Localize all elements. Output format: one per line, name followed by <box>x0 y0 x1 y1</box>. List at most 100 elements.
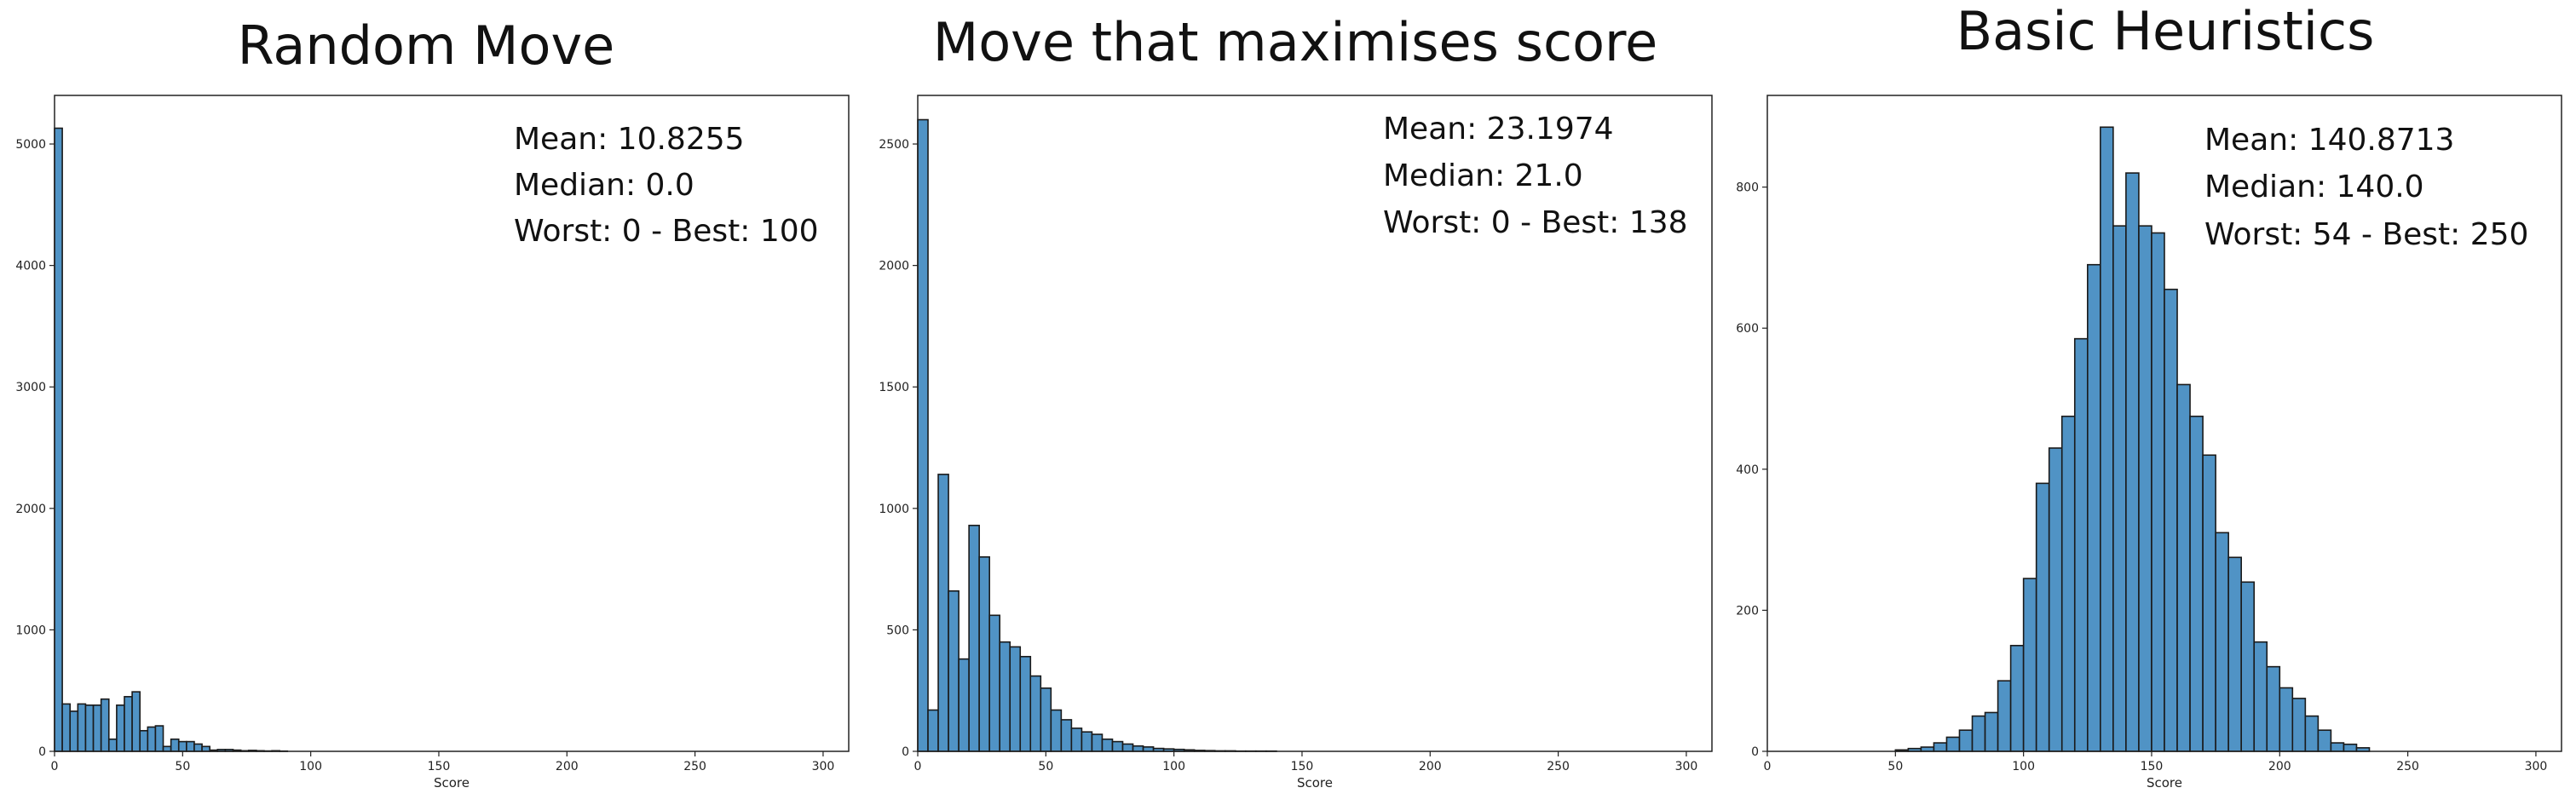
stats-annotation: Worst: 0 - Best: 100 <box>514 214 819 249</box>
histogram-bar <box>2035 482 2050 752</box>
histogram-bar <box>2330 742 2345 752</box>
histogram-bar <box>2343 743 2358 752</box>
histogram-bar <box>1009 646 1022 752</box>
x-tick-label: 150 <box>2141 760 2164 773</box>
histogram-bar <box>61 703 72 752</box>
y-tick-label: 0 <box>38 745 46 759</box>
x-axis-label: Score <box>2147 775 2182 791</box>
histogram-bar <box>2100 126 2114 752</box>
histogram-bar <box>2073 337 2089 752</box>
histogram-bar <box>2164 288 2178 752</box>
x-tick-label: 250 <box>1547 760 1570 773</box>
y-tick-label: 1000 <box>15 624 46 637</box>
histogram-bar <box>958 658 970 752</box>
histogram-bar <box>1070 727 1083 752</box>
histogram-bar <box>1050 709 1063 752</box>
x-tick-label: 250 <box>683 760 706 773</box>
y-tick-label: 0 <box>902 745 909 759</box>
histogram-bar <box>2048 447 2063 752</box>
histogram-bar <box>1945 736 1961 752</box>
histogram-bar <box>2087 263 2101 752</box>
histogram-bar <box>1029 675 1042 752</box>
histogram-bar <box>1121 743 1134 752</box>
x-tick-label: 250 <box>2396 760 2419 773</box>
histogram-bar <box>2317 729 2332 752</box>
histogram-bar <box>937 474 949 752</box>
histogram-bar <box>2215 532 2229 752</box>
histogram-bar <box>1997 680 2012 752</box>
y-tick-label: 2000 <box>15 503 46 516</box>
x-tick-label: 200 <box>556 760 579 773</box>
x-tick-label: 300 <box>1675 760 1698 773</box>
y-tick-label: 3000 <box>15 381 46 394</box>
x-axis-label: Score <box>1297 775 1333 791</box>
stats-annotation: Worst: 54 - Best: 250 <box>2204 217 2528 252</box>
histogram-bar <box>54 127 63 752</box>
histogram-bar <box>2240 581 2256 752</box>
x-tick-label: 50 <box>175 760 190 773</box>
y-tick-label: 1000 <box>879 503 909 516</box>
stats-annotation: Worst: 0 - Best: 138 <box>1383 205 1688 240</box>
histogram-bar <box>2279 687 2294 752</box>
histogram-bar <box>2022 578 2037 752</box>
y-tick-label: 400 <box>1736 463 1759 477</box>
chart-title: Move that maximises score <box>933 11 1658 73</box>
x-axis-label: Score <box>434 775 470 791</box>
histogram-bar <box>1958 729 1974 752</box>
histogram-bar <box>107 738 118 752</box>
histogram-bar <box>1132 745 1144 752</box>
y-tick-label: 200 <box>1736 604 1759 618</box>
stats-annotation: Mean: 23.1974 <box>1383 112 1614 147</box>
x-tick-label: 50 <box>1038 760 1053 773</box>
plot-frame <box>54 95 850 752</box>
y-tick-label: 2500 <box>879 138 909 152</box>
histogram-bar <box>1984 711 1999 752</box>
chart-panel-2: Move that maximises score 0 50 100 150 200 250… <box>879 11 1713 791</box>
histogram-bar <box>988 614 1001 752</box>
histogram-bar <box>1081 731 1093 752</box>
x-tick-label: 200 <box>1419 760 1442 773</box>
histogram-bar <box>2112 225 2127 752</box>
histogram-bar <box>1111 740 1124 752</box>
histogram-bar <box>1142 746 1155 752</box>
histogram-bar <box>999 641 1011 752</box>
histogram-bar <box>147 726 157 752</box>
x-tick-label: 200 <box>2268 760 2291 773</box>
histogram-bar <box>2202 454 2216 752</box>
histogram-bar <box>170 738 180 752</box>
y-tick-label: 2000 <box>879 260 909 273</box>
histogram-bar <box>131 691 141 752</box>
histogram-bar <box>2138 225 2152 752</box>
histogram-bar <box>2227 556 2242 752</box>
x-tick-label: 300 <box>2525 760 2548 773</box>
histogram-bar <box>77 703 87 752</box>
histogram-bar <box>978 556 990 752</box>
histogram-bar <box>968 524 980 752</box>
histogram-bar <box>2060 415 2076 752</box>
histogram-bar <box>2189 415 2204 752</box>
x-tick-label: 150 <box>428 760 451 773</box>
histogram-bar <box>1933 742 1948 752</box>
histogram-bar <box>100 698 110 752</box>
histogram-bar <box>92 704 102 752</box>
x-tick-label: 100 <box>2012 760 2035 773</box>
histogram-bar <box>948 589 960 752</box>
x-tick-label: 100 <box>299 760 322 773</box>
histogram-bar <box>177 740 187 752</box>
stats-annotation: Median: 21.0 <box>1383 158 1583 193</box>
histogram-bar <box>2125 172 2140 752</box>
y-tick-label: 600 <box>1736 322 1759 336</box>
histogram-bar <box>154 725 164 752</box>
histogram-bar <box>2304 715 2320 752</box>
histogram-bar <box>1019 655 1032 752</box>
x-tick-label: 0 <box>1764 760 1772 773</box>
chart-panel-3: Basic Heuristics 0 50 100 150 200 250 300 0 200 40… <box>1736 0 2562 791</box>
x-tick-label: 150 <box>1291 760 1314 773</box>
x-tick-label: 300 <box>812 760 835 773</box>
histogram-bar <box>124 696 133 752</box>
y-tick-label: 500 <box>886 624 909 637</box>
histogram-bar <box>139 729 149 752</box>
histogram-bar <box>2291 698 2307 752</box>
